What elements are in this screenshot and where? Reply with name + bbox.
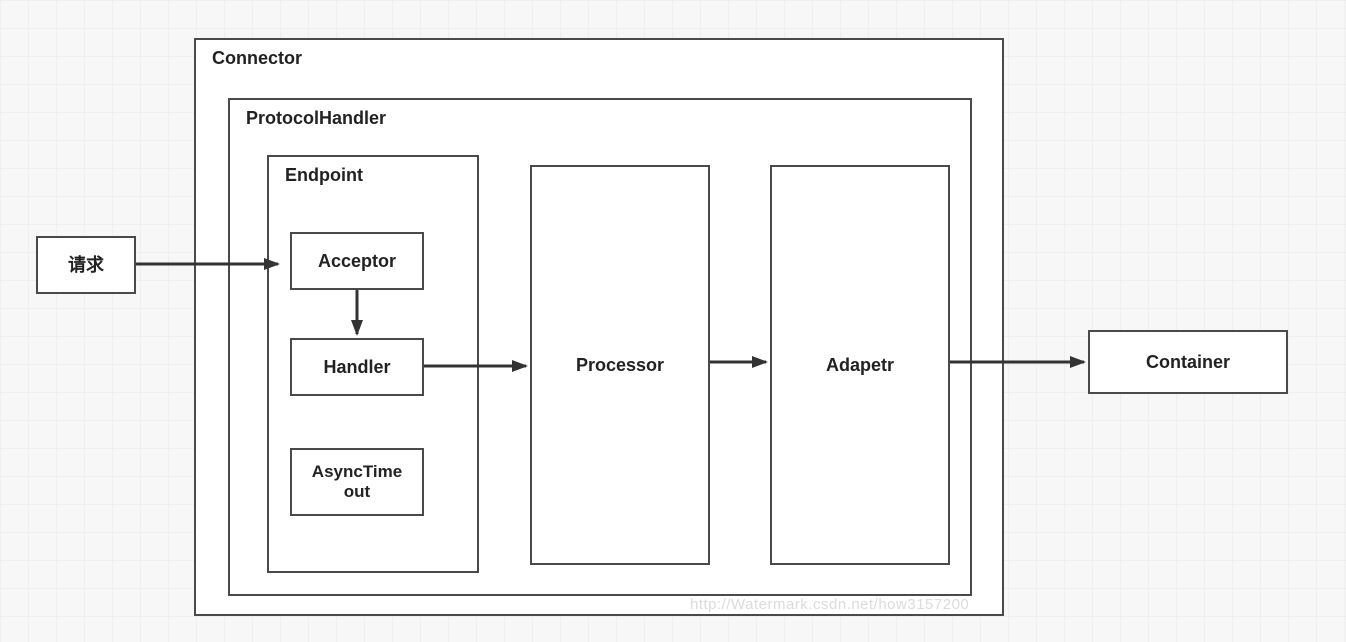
label-adapter: Adapetr — [770, 165, 950, 565]
label-protocol-handler: ProtocolHandler — [246, 108, 386, 129]
label-handler: Handler — [290, 338, 424, 396]
label-connector: Connector — [212, 48, 302, 69]
label-request: 请求 — [36, 236, 136, 294]
label-processor: Processor — [530, 165, 710, 565]
label-endpoint: Endpoint — [285, 165, 363, 186]
label-acceptor: Acceptor — [290, 232, 424, 290]
label-container: Container — [1088, 330, 1288, 394]
watermark-text: http://Watermark.csdn.net/how3157200 — [690, 596, 969, 613]
label-async-timeout: AsyncTimeout — [290, 448, 424, 516]
